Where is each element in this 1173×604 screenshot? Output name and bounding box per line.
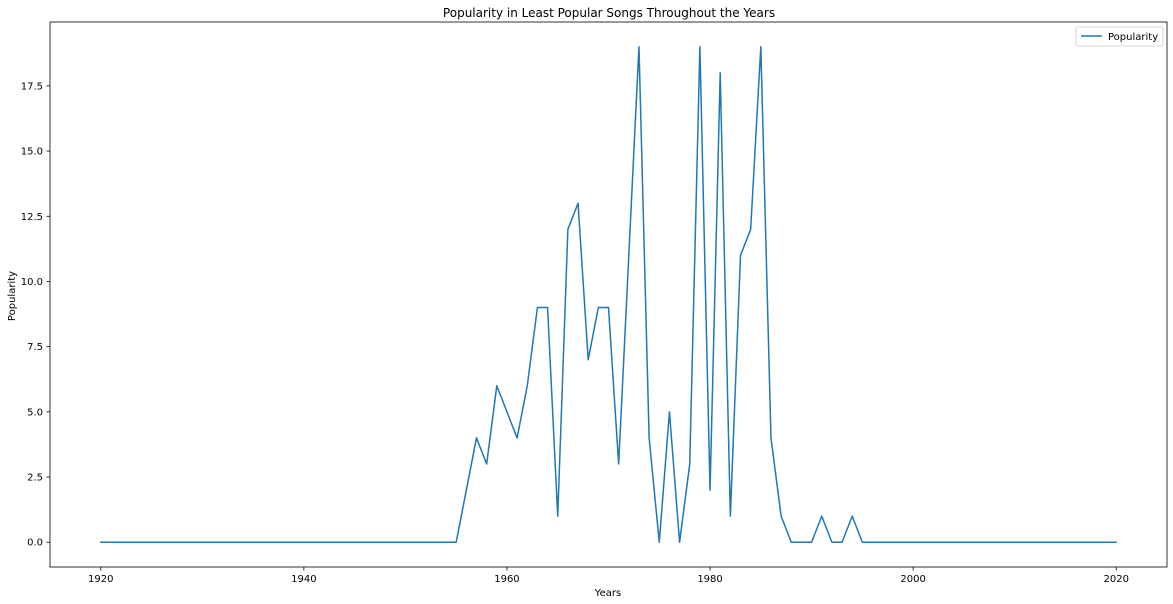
y-tick-label: 12.5 — [21, 212, 43, 223]
y-axis-label: Popularity — [7, 271, 18, 321]
y-tick-label: 15.0 — [21, 147, 43, 158]
y-tick-label: 0.0 — [27, 538, 43, 549]
x-tick-label: 1980 — [697, 574, 722, 585]
y-tick-label: 2.5 — [27, 473, 43, 484]
plot-frame — [49, 21, 1168, 568]
x-tick-label: 1920 — [88, 574, 113, 585]
y-tick-label: 17.5 — [21, 81, 43, 92]
x-tick-label: 1960 — [494, 574, 519, 585]
y-axis: 0.0 2.5 5.0 7.5 10.0 12.5 15.0 17.5 — [21, 81, 50, 549]
x-axis: 1920 1940 1960 1980 2000 2020 — [88, 567, 1129, 585]
legend: Popularity — [1075, 26, 1164, 47]
legend-box — [1075, 26, 1164, 47]
y-tick-label: 5.0 — [27, 407, 43, 418]
y-tick-label: 7.5 — [27, 342, 43, 353]
x-tick-label: 1940 — [291, 574, 316, 585]
series-line-popularity — [100, 46, 1117, 543]
x-tick-label: 2020 — [1104, 574, 1129, 585]
legend-label: Popularity — [1108, 32, 1158, 43]
x-tick-label: 2000 — [900, 574, 925, 585]
series-layer — [100, 46, 1117, 543]
y-tick-label: 10.0 — [21, 277, 43, 288]
chart-title: Popularity in Least Popular Songs Throug… — [443, 6, 775, 20]
x-axis-label: Years — [594, 588, 621, 599]
plot-area: 1920 1940 1960 1980 2000 2020 0.0 2.5 5.0 7.5 10.… — [21, 21, 1168, 585]
